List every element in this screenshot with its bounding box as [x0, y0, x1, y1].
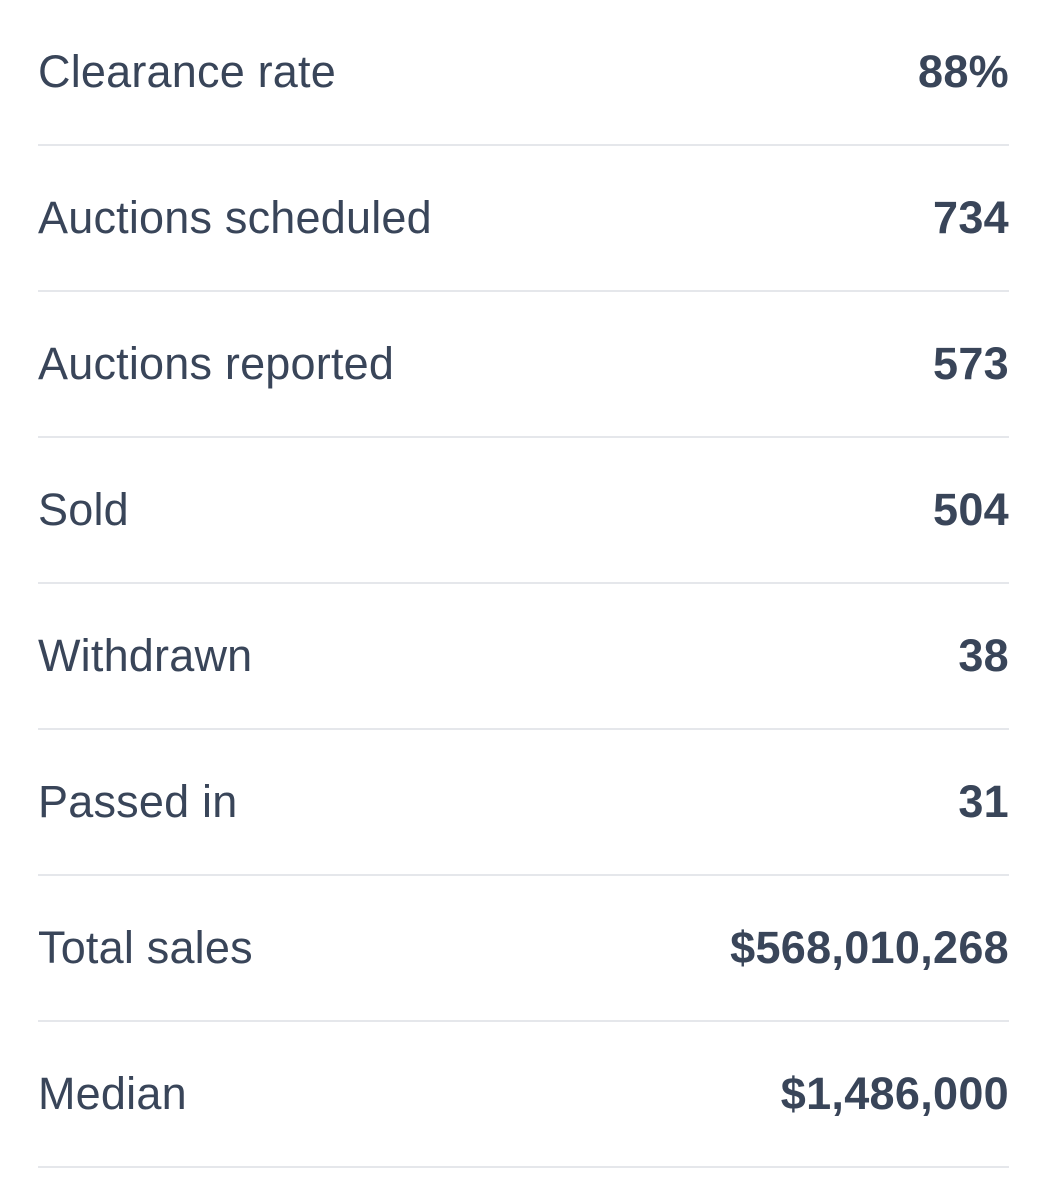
stat-value: 88%: [918, 46, 1009, 97]
stat-row-auctions-reported: Auctions reported 573: [38, 292, 1009, 438]
stat-value: 38: [958, 630, 1009, 681]
stat-label: Total sales: [38, 922, 253, 973]
stat-value: 573: [933, 338, 1009, 389]
stat-label: Sold: [38, 484, 129, 535]
stat-row-sold: Sold 504: [38, 438, 1009, 584]
stat-value: 504: [933, 484, 1009, 535]
stat-row-total-sales: Total sales $568,010,268: [38, 876, 1009, 1022]
stat-row-median: Median $1,486,000: [38, 1022, 1009, 1168]
stat-label: Clearance rate: [38, 46, 336, 97]
stat-value: $1,486,000: [780, 1068, 1009, 1119]
stat-row-auctions-scheduled: Auctions scheduled 734: [38, 146, 1009, 292]
stat-row-passed-in: Passed in 31: [38, 730, 1009, 876]
stat-value: $568,010,268: [730, 922, 1009, 973]
stat-row-withdrawn: Withdrawn 38: [38, 584, 1009, 730]
stat-label: Withdrawn: [38, 630, 253, 681]
stat-row-clearance-rate: Clearance rate 88%: [38, 0, 1009, 146]
stat-label: Passed in: [38, 776, 238, 827]
stat-value: 734: [933, 192, 1009, 243]
stat-label: Auctions reported: [38, 338, 395, 389]
stat-label: Auctions scheduled: [38, 192, 432, 243]
stat-label: Median: [38, 1068, 187, 1119]
stat-value: 31: [958, 776, 1009, 827]
